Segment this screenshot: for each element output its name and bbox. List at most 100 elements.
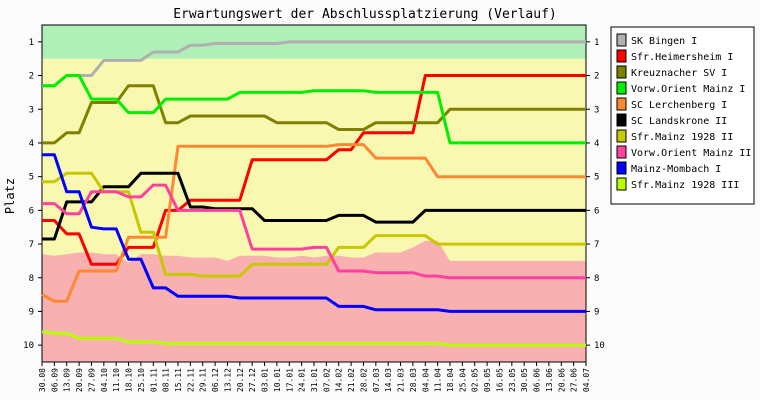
series-line-3 [42,84,586,145]
y-tick-label-left: 3 [29,105,34,115]
series-line-7 [42,171,586,278]
y-tick-label-right: 10 [594,341,605,351]
x-tick-label: 23.05 [508,368,517,392]
x-tick-label: 20.09 [75,368,84,392]
x-tick-label: 01.11 [149,368,158,392]
legend-swatch-8 [616,145,627,159]
x-tick-label: 30.05 [520,368,529,392]
series-line-2 [42,74,586,266]
series-lines [41,40,586,347]
y-tick-label-left: 8 [29,274,34,284]
y-tick-label-left: 4 [29,139,34,149]
y-tick-label-right: 8 [594,274,599,284]
x-tick-label: 22.11 [186,368,195,392]
x-tick-label: 30.08 [38,368,47,392]
y-tick-label-left: 10 [23,341,34,351]
x-tick-label: 10.01 [273,368,282,392]
x-tick-label: 27.09 [88,368,97,392]
y-tick-label-right: 5 [594,173,599,183]
legend-swatch-3 [616,65,627,79]
legend-label-10: Sfr.Mainz 1928 III [631,180,739,191]
legend-swatch-1 [616,33,627,47]
x-tick-label: 21.03 [397,368,406,392]
series-line-5 [41,143,586,303]
legend-label-2: Sfr.Heimersheim I [631,52,733,63]
x-tick-label: 17.01 [285,368,294,392]
x-tick-label: 18.10 [125,368,134,392]
legend-swatch-5 [616,97,627,111]
chart-title: Erwartungswert der Abschlussplatzierung … [173,7,557,22]
y-tick-label-right: 7 [594,240,599,250]
legend-swatch-6 [616,113,627,127]
y-tick-label-right: 2 [594,72,599,82]
x-tick-label: 08.11 [162,368,171,392]
legend-label-4: Vorw.Orient Mainz I [631,84,745,95]
series-line-6 [42,171,586,241]
y-tick-label-left: 1 [29,38,34,48]
legend-swatch-10 [616,177,627,191]
y-tick-label-left: 7 [29,240,34,250]
series-line-1 [42,40,586,88]
x-tick-label: 02.05 [471,368,480,392]
y-axis-label: Platz [3,178,17,214]
x-tick-label: 07.02 [322,368,331,392]
x-tick-label: 06.06 [533,368,542,392]
x-tick-label: 06.12 [211,368,220,392]
legend-swatch-2 [616,49,627,63]
y-tick-label-left: 9 [29,307,34,317]
x-tick-label: 16.05 [496,368,505,392]
legend-box [610,26,755,205]
x-tick-label: 18.04 [446,368,455,392]
x-tick-label: 27.12 [248,368,257,392]
y-tick-label-right: 3 [594,105,599,115]
x-tick-label: 09.05 [483,368,492,392]
x-tick-label: 11.10 [112,368,121,392]
x-tick-label: 11.04 [434,368,443,392]
x-tick-label: 20.06 [557,368,566,392]
legend-swatch-4 [616,81,627,95]
legend-label-5: SC Lerchenberg I [631,100,727,111]
y-tick-label-right: 4 [594,139,599,149]
x-tick-label: 13.06 [545,368,554,392]
legend-label-7: Sfr.Mainz 1928 II [631,132,733,143]
x-tick-label: 14.03 [384,368,393,392]
x-tick-label: 06.09 [50,368,59,392]
y-tick-label-right: 1 [594,38,599,48]
x-tick-label: 14.02 [335,368,344,392]
x-tick-label: 21.02 [347,368,356,392]
x-tick-label: 13.12 [224,368,233,392]
x-tick-label: 25.04 [458,368,467,392]
x-tick-label: 28.03 [409,368,418,392]
legend-label-3: Kreuznacher SV I [631,68,727,79]
x-tick-label: 27.06 [570,368,579,392]
band-bottom [42,240,586,362]
legend-label-6: SC Landskrone II [631,116,727,127]
x-tick-label: 15.11 [174,368,183,392]
x-tick-label: 04.07 [582,368,591,392]
x-tick-label: 29.11 [199,368,208,392]
x-tick-label: 04.04 [421,368,430,392]
x-tick-label: 04.10 [100,368,109,392]
x-tick-label: 03.01 [261,368,270,392]
x-tick-label: 25.10 [137,368,146,392]
x-tick-label: 20.12 [236,368,245,392]
legend: SK Bingen I Sfr.Heimersheim I Kreuznacher … [610,26,755,205]
y-tick-label-left: 2 [29,72,34,82]
y-tick-label-right: 6 [594,206,599,216]
x-tick-label: 24.01 [298,368,307,392]
legend-swatch-7 [616,129,627,143]
x-tick-label: 28.02 [360,368,369,392]
y-tick-label-right: 9 [594,307,599,317]
y-axis-left-ticks: 1 2 3 4 5 6 7 8 9 10 [23,38,42,351]
series-line-8 [42,183,586,280]
legend-label-1: SK Bingen I [631,36,697,47]
x-tick-label: 07.03 [372,368,381,392]
series-line-10 [41,330,586,347]
x-tick-label: 31.01 [310,368,319,392]
legend-swatch-9 [616,161,627,175]
y-axis-right-ticks: 1 2 3 4 5 6 7 8 9 10 [586,38,605,351]
legend-label-9: Mainz-Mombach I [631,164,721,175]
x-tick-label: 13.09 [63,368,72,392]
series-line-4 [42,74,586,145]
